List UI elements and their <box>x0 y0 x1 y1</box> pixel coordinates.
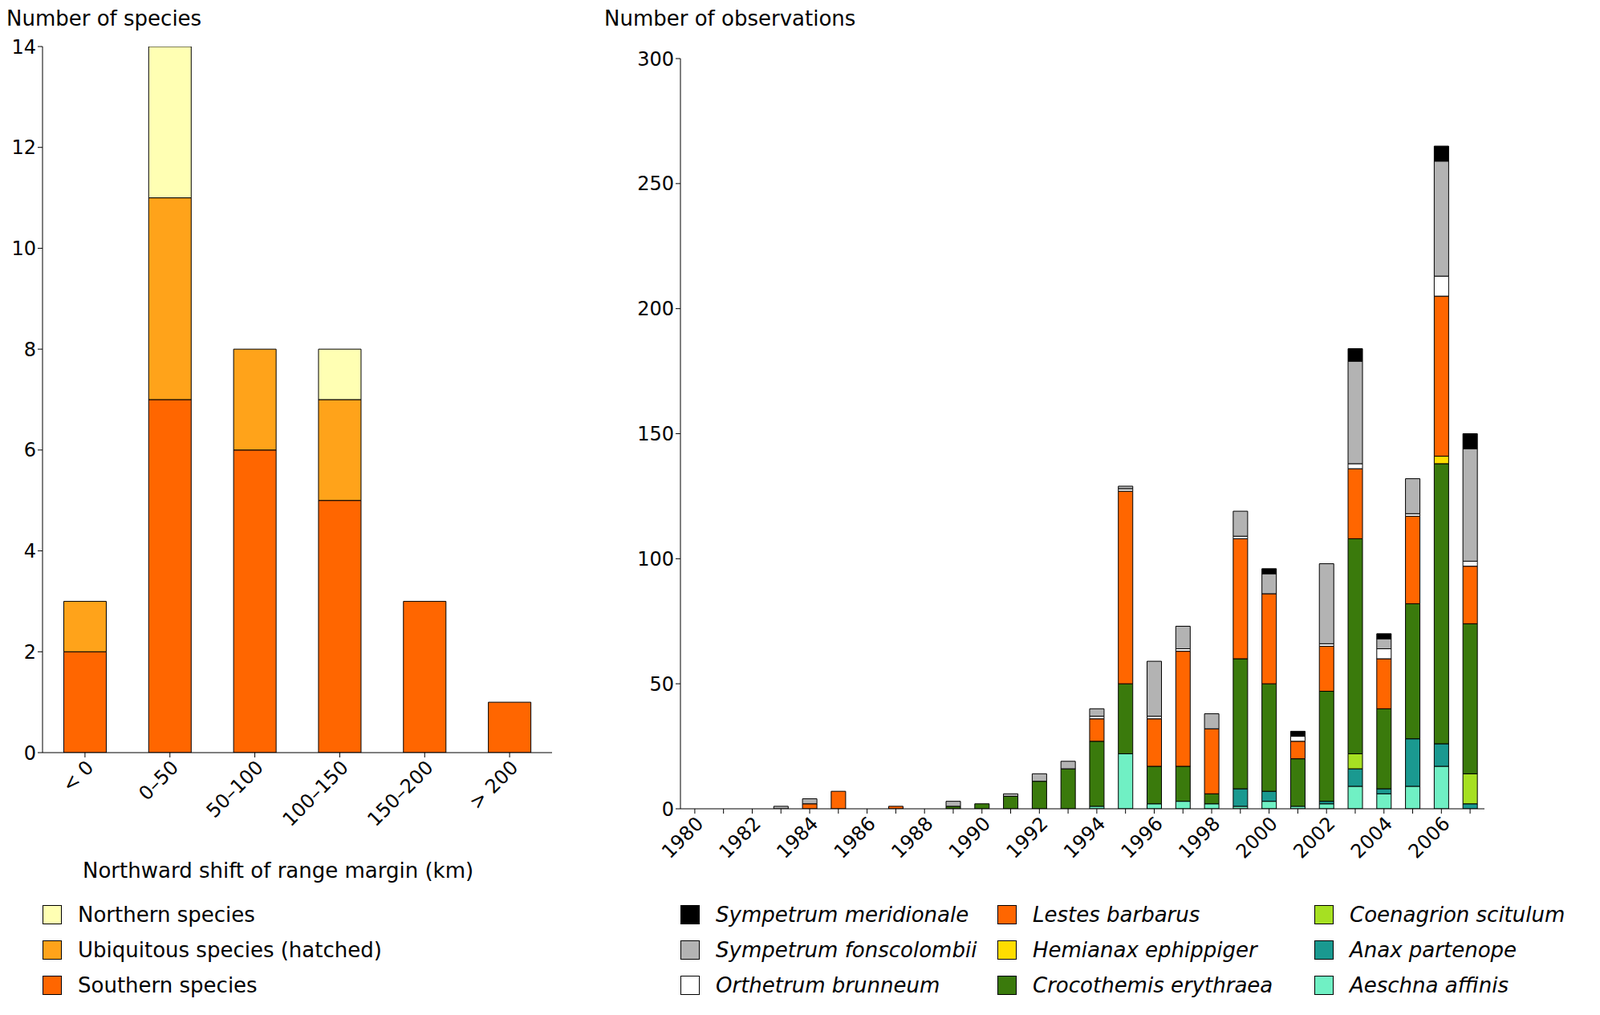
svg-text:200: 200 <box>637 297 675 321</box>
svg-text:< 0: < 0 <box>57 755 98 796</box>
html-text:Lestes barbarus: Lestes barbarus <box>1032 902 1200 927</box>
svg-text:2002: 2002 <box>1288 812 1340 863</box>
svg-text:1988: 1988 <box>886 812 938 863</box>
svg-text:0–50: 0–50 <box>134 755 183 805</box>
html-text:Crocothemis erythraea: Crocothemis erythraea <box>1032 972 1273 997</box>
svg-text:14: 14 <box>11 36 37 59</box>
svg-text:1984: 1984 <box>771 812 823 863</box>
svg-text:6: 6 <box>24 438 37 462</box>
html-text:Orthetrum brunneum: Orthetrum brunneum <box>715 972 940 997</box>
svg-text:100: 100 <box>637 548 675 571</box>
html-text:Coenagrion scitulum: Coenagrion scitulum <box>1349 902 1565 927</box>
html-text:Southern species: Southern species <box>77 972 258 997</box>
svg-text:1986: 1986 <box>829 812 881 863</box>
html-text:Anax partenope: Anax partenope <box>1349 937 1517 962</box>
svg-text:2006: 2006 <box>1404 812 1455 863</box>
svg-text:250: 250 <box>637 172 675 195</box>
svg-text:50–100: 50–100 <box>202 755 269 822</box>
svg-text:2004: 2004 <box>1346 812 1397 863</box>
svg-text:1998: 1998 <box>1173 812 1225 863</box>
svg-text:50: 50 <box>649 673 675 696</box>
svg-text:300: 300 <box>637 48 675 71</box>
html-text:Northern species: Northern species <box>77 902 256 927</box>
svg-text:1992: 1992 <box>1002 812 1053 863</box>
svg-text:1980: 1980 <box>657 812 708 863</box>
svg-text:150: 150 <box>637 422 675 446</box>
html-text:Number of observations: Number of observations <box>604 6 856 31</box>
svg-text:2: 2 <box>24 641 37 664</box>
svg-text:1990: 1990 <box>944 812 995 863</box>
html-text:Aeschna affinis: Aeschna affinis <box>1349 972 1509 997</box>
svg-text:0: 0 <box>24 742 37 765</box>
svg-text:1996: 1996 <box>1116 812 1168 863</box>
html-text:Northward shift of range margi: Northward shift of range margin (km) <box>82 858 474 883</box>
svg-text:2000: 2000 <box>1231 812 1283 863</box>
svg-text:4: 4 <box>24 540 37 563</box>
svg-text:1982: 1982 <box>714 812 766 863</box>
html-text:Sympetrum fonscolombii: Sympetrum fonscolombii <box>715 937 977 962</box>
html-text:Hemianax ephippiger: Hemianax ephippiger <box>1032 937 1258 962</box>
svg-text:10: 10 <box>11 237 37 260</box>
svg-text:> 200: > 200 <box>465 755 524 814</box>
html-text:Number of species: Number of species <box>6 6 202 31</box>
svg-text:0: 0 <box>661 798 675 821</box>
svg-text:1994: 1994 <box>1059 812 1110 863</box>
html-text:Sympetrum meridionale: Sympetrum meridionale <box>715 902 969 927</box>
html-text:Ubiquitous species (hatched): Ubiquitous species (hatched) <box>77 937 382 962</box>
svg-text:100–150: 100–150 <box>278 755 354 831</box>
svg-text:12: 12 <box>11 136 37 159</box>
svg-text:150–200: 150–200 <box>362 755 438 831</box>
svg-text:8: 8 <box>24 338 37 362</box>
